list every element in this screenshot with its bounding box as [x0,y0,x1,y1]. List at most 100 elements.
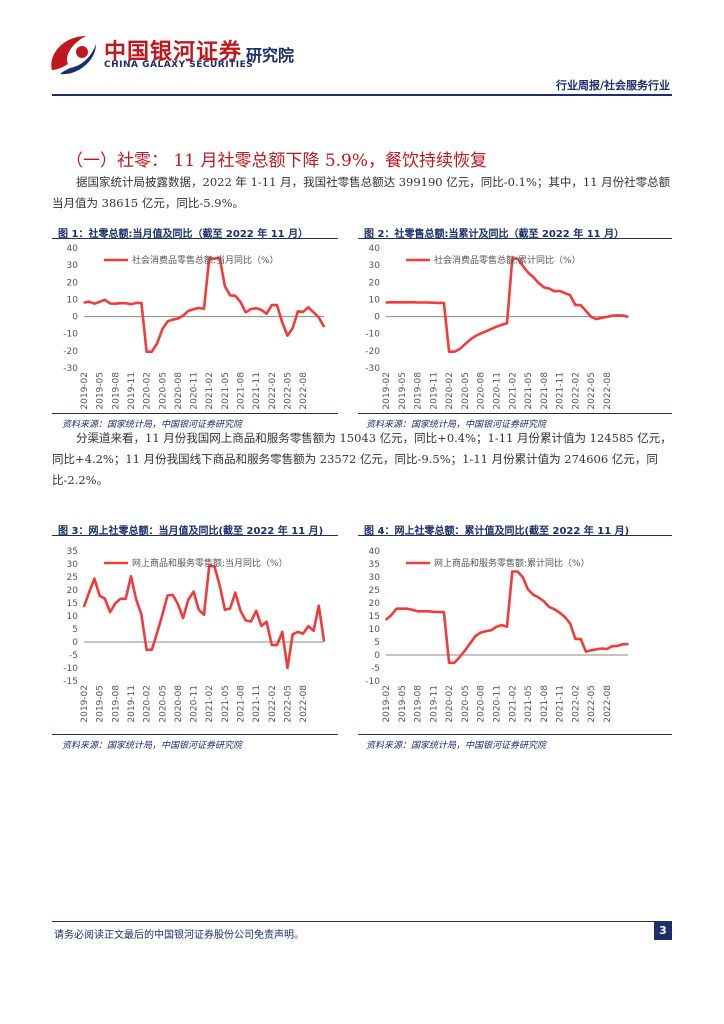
x-tick-label: 2021-02 [508,685,518,723]
data-point [286,334,289,337]
data-point [244,619,247,622]
x-tick-label: 2019-11 [429,372,439,410]
data-point [276,644,278,646]
x-tick-label: 2021-02 [205,372,215,410]
data-point [427,301,429,304]
data-point [177,603,179,605]
data-point [585,310,587,312]
data-point [312,311,315,314]
y-tick-label: -10 [365,330,380,340]
y-tick-label: 30 [369,573,381,583]
data-point [281,631,284,633]
data-point [548,287,550,290]
x-tick-label: 2022-05 [283,372,293,410]
x-tick-label: 2019-02 [80,685,90,723]
data-point [197,307,200,309]
data-point [485,630,487,632]
data-point [307,306,310,309]
data-point [88,300,91,303]
data-point [109,302,111,305]
data-point [151,649,153,651]
figure-3-chart: -15 -10 -5 0 5 10 15 20 25 30 35 2019-02 2019-05 2019… [63,547,326,723]
data-point [93,302,96,305]
y-tick-label: 0 [374,651,380,661]
institute-name: 研究院 [246,46,295,65]
data-point [595,648,598,651]
data-point [600,316,603,319]
data-point [479,631,482,634]
data-point [537,596,540,599]
data-point [323,640,325,642]
data-point [590,649,592,652]
x-tick-label: 2019-05 [398,372,408,410]
data-point [448,350,450,353]
data-point [291,327,294,329]
x-tick-label: 2021-11 [252,372,262,410]
figure-2-source: 资料来源：国家统计局，中国银河证券研究院 [366,420,547,430]
data-point [244,311,247,314]
x-tick-label: 2021-05 [524,685,534,723]
data-point [229,294,231,297]
data-point [182,314,184,317]
data-point [569,622,571,625]
data-point [161,614,164,616]
y-tick-label: 10 [67,612,79,622]
y-tick-label: -10 [365,677,380,687]
section-title: （一）社零： 11 月社零总额下降 5.9%，餐饮持续恢复 [66,151,488,171]
y-tick-label: -5 [371,664,380,674]
data-point [156,632,158,634]
data-point [411,301,414,303]
data-point [553,290,556,292]
data-point [606,648,608,650]
data-point [574,638,577,640]
data-point [606,316,608,318]
brand-logo-icon [51,36,96,75]
data-point [203,613,205,616]
data-point [260,309,263,311]
data-point [553,608,556,611]
figure-3-bottom-rule [52,734,338,735]
data-point [250,620,252,623]
data-point [569,294,571,296]
data-point [432,611,435,613]
data-point [187,598,190,601]
data-point [516,570,519,573]
y-tick-label: -10 [63,330,78,340]
data-point [611,645,614,647]
data-point [469,338,471,341]
data-point [495,325,498,328]
data-point [161,328,164,331]
data-point [621,314,624,317]
data-point [323,325,325,328]
data-point [600,647,603,650]
x-tick-label: 2021-05 [221,372,231,410]
data-point [548,606,550,608]
data-point [400,607,403,610]
data-point [224,608,226,611]
data-point [98,301,101,303]
data-point [616,645,619,647]
data-point [616,314,619,317]
y-tick-label: 20 [369,278,381,288]
x-tick-label: 2020-05 [158,685,168,723]
x-tick-label: 2020-05 [158,372,168,410]
data-point [124,598,127,600]
x-tick-label: 2022-02 [268,372,278,410]
x-tick-label: 2021-11 [252,685,262,723]
y-tick-label: 10 [369,625,381,635]
data-point [490,629,493,632]
data-point [171,594,174,596]
y-tick-label: 20 [67,586,79,596]
data-point [579,638,582,640]
data-point [255,307,257,309]
legend-label: 网上商品和服务零售额:当月同比（%） [132,557,288,569]
data-point [98,594,101,597]
x-tick-label: 2022-08 [299,685,309,723]
data-point [302,632,304,635]
x-tick-label: 2021-08 [540,372,550,410]
figure-4-source: 资料来源：国家统计局，中国银河证券研究院 [366,741,547,751]
data-point [83,301,85,304]
data-point [130,303,132,306]
data-point [627,315,629,318]
data-point [416,610,419,613]
